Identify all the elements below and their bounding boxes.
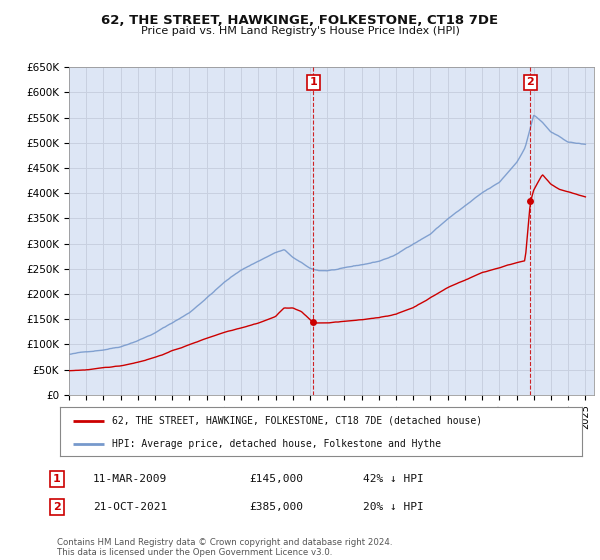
Text: 62, THE STREET, HAWKINGE, FOLKESTONE, CT18 7DE (detached house): 62, THE STREET, HAWKINGE, FOLKESTONE, CT… bbox=[112, 416, 482, 426]
Text: 62, THE STREET, HAWKINGE, FOLKESTONE, CT18 7DE: 62, THE STREET, HAWKINGE, FOLKESTONE, CT… bbox=[101, 14, 499, 27]
Text: HPI: Average price, detached house, Folkestone and Hythe: HPI: Average price, detached house, Folk… bbox=[112, 438, 441, 449]
Text: 42% ↓ HPI: 42% ↓ HPI bbox=[363, 474, 424, 484]
Text: £385,000: £385,000 bbox=[249, 502, 303, 512]
Text: £145,000: £145,000 bbox=[249, 474, 303, 484]
Text: 1: 1 bbox=[310, 77, 317, 87]
Text: 21-OCT-2021: 21-OCT-2021 bbox=[93, 502, 167, 512]
Text: 2: 2 bbox=[526, 77, 534, 87]
Text: 11-MAR-2009: 11-MAR-2009 bbox=[93, 474, 167, 484]
Text: Contains HM Land Registry data © Crown copyright and database right 2024.
This d: Contains HM Land Registry data © Crown c… bbox=[57, 538, 392, 557]
Text: Price paid vs. HM Land Registry's House Price Index (HPI): Price paid vs. HM Land Registry's House … bbox=[140, 26, 460, 36]
Text: 2: 2 bbox=[53, 502, 61, 512]
Text: 1: 1 bbox=[53, 474, 61, 484]
Text: 20% ↓ HPI: 20% ↓ HPI bbox=[363, 502, 424, 512]
